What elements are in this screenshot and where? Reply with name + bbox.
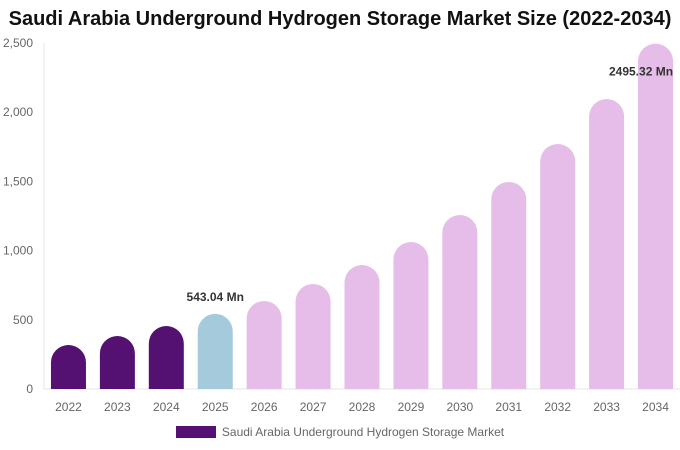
- y-tick-label: 1,000: [3, 244, 33, 258]
- x-tick-label: 2025: [202, 400, 229, 414]
- x-tick-label: 2031: [495, 400, 522, 414]
- x-tick-label: 2026: [251, 400, 278, 414]
- bar-2028: [344, 264, 380, 389]
- x-tick-label: 2029: [398, 400, 425, 414]
- x-tick-label: 2030: [446, 400, 473, 414]
- bar-2023: [99, 335, 135, 389]
- bar-2030: [442, 215, 478, 389]
- chart-title: Saudi Arabia Underground Hydrogen Storag…: [8, 8, 672, 30]
- legend: Saudi Arabia Underground Hydrogen Storag…: [0, 425, 680, 439]
- y-tick-label: 1,500: [3, 174, 33, 188]
- bar-2024: [148, 326, 184, 389]
- data-label-2034: 2495.32 Mn: [609, 65, 673, 79]
- x-tick-label: 2027: [300, 400, 327, 414]
- x-tick-label: 2034: [642, 400, 669, 414]
- x-tick-label: 2033: [593, 400, 620, 414]
- bar-2022: [50, 344, 86, 389]
- x-tick-label: 2023: [104, 400, 131, 414]
- y-tick-label: 2,000: [3, 105, 33, 119]
- y-tick-label: 500: [13, 313, 33, 327]
- x-tick-label: 2022: [55, 400, 82, 414]
- bar-2033: [589, 99, 625, 389]
- bar-2029: [393, 242, 429, 389]
- y-tick-label: 2,500: [3, 36, 33, 50]
- x-tick-label: 2024: [153, 400, 180, 414]
- y-tick-label: 0: [26, 382, 33, 396]
- bar-2031: [491, 181, 527, 389]
- x-tick-label: 2032: [544, 400, 571, 414]
- legend-swatch: [175, 426, 216, 438]
- legend-label: Saudi Arabia Underground Hydrogen Storag…: [221, 425, 505, 439]
- bar-2025: [197, 313, 233, 389]
- bar-2026: [246, 300, 282, 389]
- bar-2032: [540, 144, 576, 389]
- bar-2034: [638, 43, 674, 390]
- data-label-2025: 543.04 Mn: [187, 290, 244, 304]
- bar-2027: [295, 283, 331, 389]
- x-tick-label: 2028: [349, 400, 376, 414]
